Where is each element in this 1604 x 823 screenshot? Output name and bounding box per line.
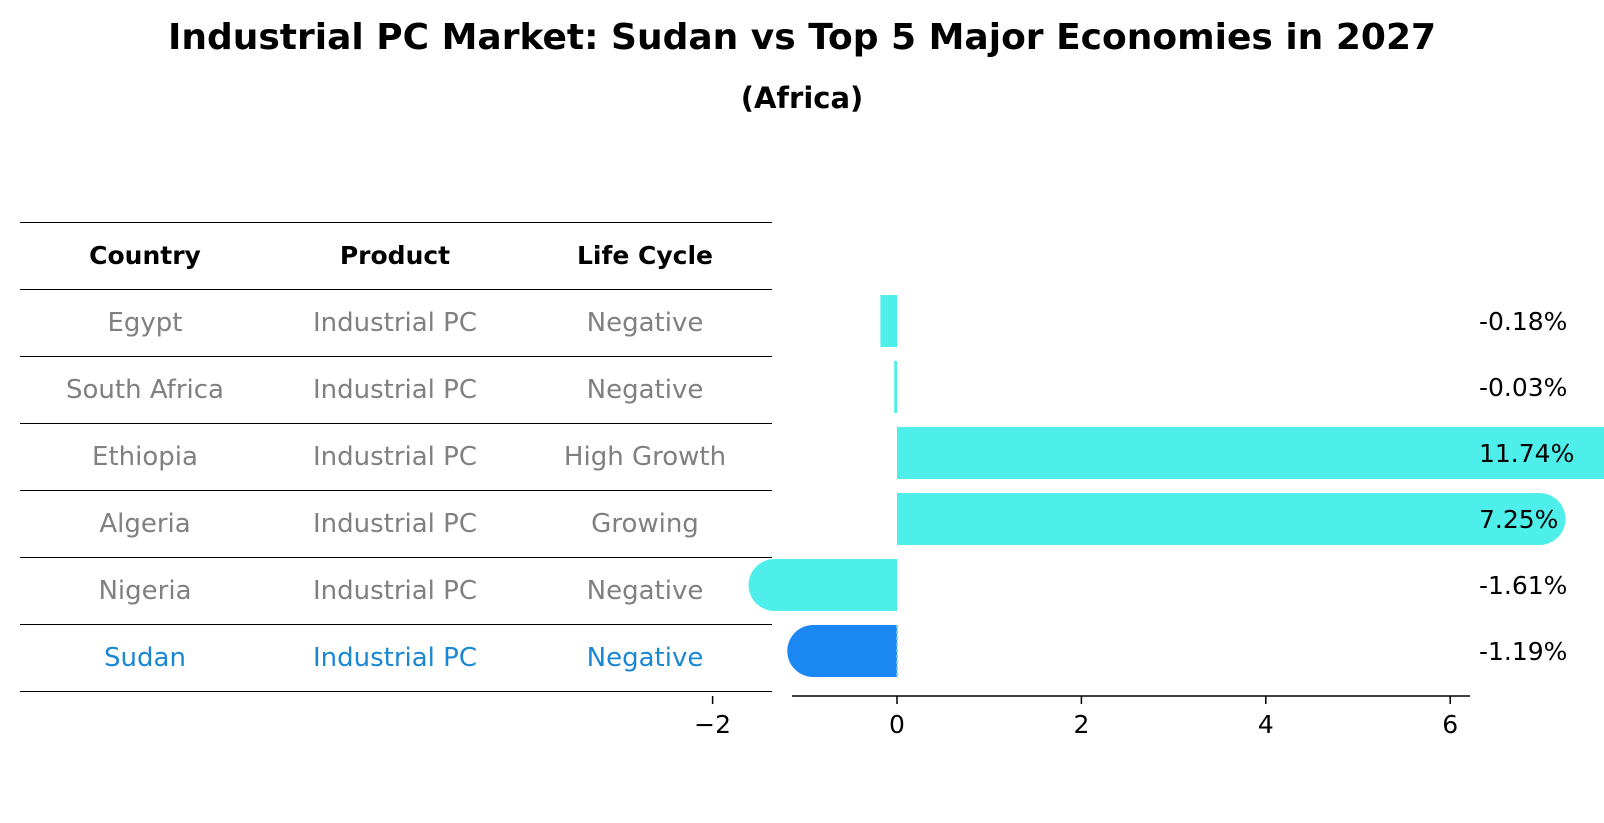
country-cell: Egypt <box>107 308 183 338</box>
country-cell: Ethiopia <box>92 442 198 472</box>
data-label: 11.74% <box>1479 439 1574 468</box>
product-cell: Industrial PC <box>312 442 478 472</box>
life-cycle-cell: Negative <box>586 308 704 338</box>
x-tick-label: −2 <box>694 710 731 739</box>
product-cell: Industrial PC <box>312 643 478 673</box>
header-life-cycle: Life Cycle <box>576 241 714 270</box>
table-row: Ethiopia Industrial PC High Growth <box>20 424 772 491</box>
data-label: -0.18% <box>1479 307 1567 336</box>
bar-egypt <box>880 295 897 347</box>
country-cell: Nigeria <box>98 576 192 606</box>
bar-south-africa <box>894 361 897 413</box>
product-cell: Industrial PC <box>312 375 478 405</box>
header-product: Product <box>339 241 451 270</box>
bar-nigeria <box>748 559 897 611</box>
product-cell: Industrial PC <box>312 308 478 338</box>
product-cell: Industrial PC <box>312 576 478 606</box>
table-row: South Africa Industrial PC Negative <box>20 357 772 424</box>
bar-sudan <box>787 625 897 677</box>
data-label: -1.61% <box>1479 571 1567 600</box>
chart-subtitle: (Africa) <box>740 81 864 115</box>
country-cell: Algeria <box>99 509 191 539</box>
country-cell: Sudan <box>104 643 186 673</box>
life-cycle-cell: High Growth <box>563 442 727 472</box>
table-row-highlighted: Sudan Industrial PC Negative <box>20 625 772 692</box>
bar-ethiopia <box>897 427 1604 479</box>
data-label: 7.25% <box>1479 505 1558 534</box>
country-cell: South Africa <box>66 375 224 405</box>
life-cycle-cell: Negative <box>586 375 704 405</box>
life-cycle-cell: Growing <box>591 509 699 539</box>
table-row: Algeria Industrial PC Growing <box>20 491 772 558</box>
header-country: Country <box>89 241 201 270</box>
data-label: -0.03% <box>1479 373 1567 402</box>
table-row: Egypt Industrial PC Negative <box>20 290 772 357</box>
x-tick-label: 4 <box>1258 710 1274 739</box>
life-cycle-cell: Negative <box>586 643 704 673</box>
x-tick-label: 0 <box>889 710 905 739</box>
product-cell: Industrial PC <box>312 509 478 539</box>
table-header-row: Country Product Life Cycle <box>20 222 772 290</box>
data-label: -1.19% <box>1479 637 1567 666</box>
table-row: Nigeria Industrial PC Negative <box>20 558 772 625</box>
x-tick-label: 2 <box>1073 710 1089 739</box>
x-tick-label: 6 <box>1442 710 1458 739</box>
bar-algeria <box>897 493 1566 545</box>
life-cycle-cell: Negative <box>586 576 704 606</box>
chart-title: Industrial PC Market: Sudan vs Top 5 Maj… <box>167 17 1437 58</box>
data-table: Country Product Life Cycle Egypt Industr… <box>20 222 772 692</box>
